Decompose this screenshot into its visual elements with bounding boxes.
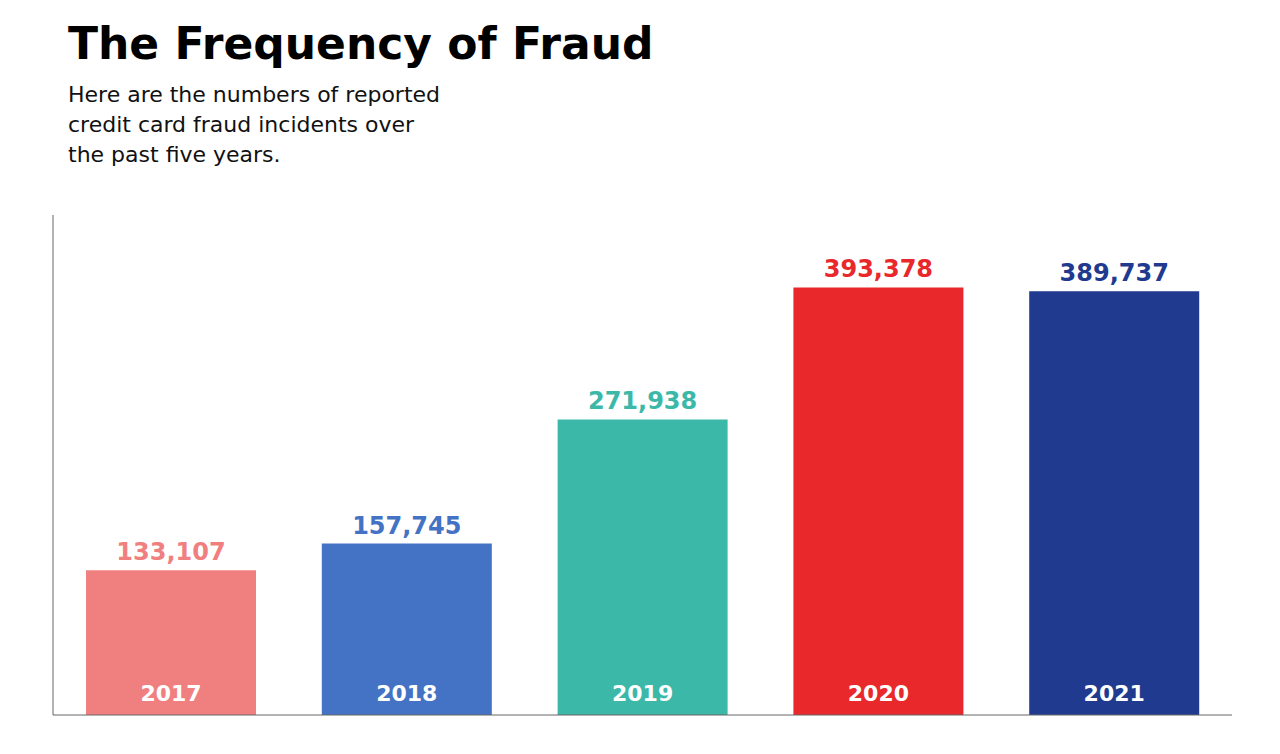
svg-text:2019: 2019 [612,681,673,706]
svg-text:2018: 2018 [376,681,437,706]
svg-text:157,745: 157,745 [352,512,461,540]
html-text:credit card fraud incidents ov: credit card fraud incidents over [68,112,415,137]
svg-text:271,938: 271,938 [588,387,697,415]
svg-text:2017: 2017 [140,681,201,706]
svg-text:389,737: 389,737 [1060,259,1169,287]
svg-text:2021: 2021 [1084,681,1145,706]
html-text:The Frequency of Fraud: The Frequency of Fraud [68,18,654,69]
svg-text:2020: 2020 [848,681,909,706]
svg-text:393,378: 393,378 [824,255,933,283]
html-text:Here are the numbers of report: Here are the numbers of reported [68,82,440,107]
html-text:the past five years.: the past five years. [68,142,281,167]
svg-text:133,107: 133,107 [116,538,225,566]
